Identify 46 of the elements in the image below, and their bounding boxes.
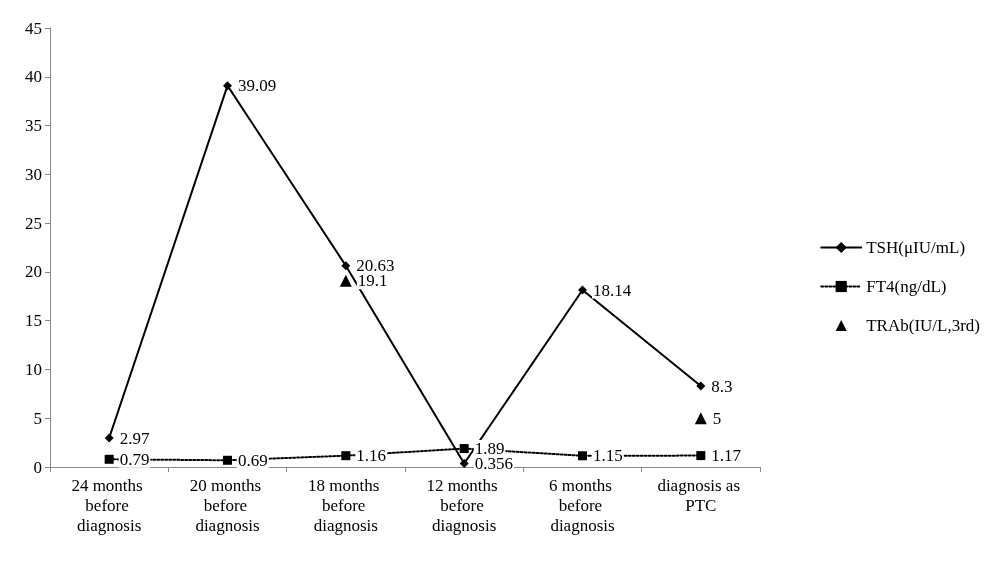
- point: [341, 451, 351, 461]
- y-tick-label: 30: [25, 164, 42, 184]
- data-label: 1.17: [711, 446, 742, 466]
- y-tick-label: 5: [33, 408, 42, 428]
- data-label: 1.16: [356, 446, 387, 466]
- data-label: 0.356: [474, 454, 513, 474]
- point: [104, 433, 114, 443]
- point: [104, 454, 114, 464]
- data-label: 18.14: [593, 280, 632, 300]
- data-label: 39.09: [238, 76, 277, 96]
- x-tick-label: 18 months before diagnosis: [308, 475, 384, 535]
- data-label: 2.97: [119, 428, 150, 448]
- data-label: 0.79: [119, 449, 150, 469]
- point: [694, 412, 707, 425]
- x-tick-label: diagnosis as PTC: [657, 475, 745, 515]
- data-label: 8.3: [711, 376, 733, 396]
- data-label: 1.15: [593, 446, 623, 466]
- point: [339, 274, 352, 287]
- point: [459, 444, 469, 454]
- legend-label: TSH(μIU/mL): [866, 238, 966, 257]
- point: [578, 285, 587, 295]
- y-tick-label: 40: [25, 67, 42, 87]
- point: [459, 459, 469, 469]
- legend-label: FT4(ng/dL): [866, 277, 947, 296]
- data-label: 19.1: [357, 271, 388, 291]
- point: [696, 451, 706, 461]
- x-tick-label: 6 months before diagnosis: [548, 475, 617, 535]
- x-tick-label: 12 months before diagnosis: [426, 475, 502, 535]
- point: [223, 81, 232, 91]
- data-label: 0.69: [238, 450, 268, 470]
- y-tick-label: 10: [25, 359, 42, 379]
- point: [578, 451, 587, 461]
- y-tick-label: 35: [25, 116, 42, 136]
- y-tick-label: 0: [33, 457, 42, 477]
- y-tick-label: 20: [25, 262, 42, 282]
- y-tick-label: 45: [25, 18, 42, 38]
- y-tick-label: 15: [25, 311, 42, 331]
- point: [696, 381, 706, 391]
- y-tick-label: 25: [25, 213, 42, 233]
- legend-label: TRAb(IU/L,3rd): [866, 316, 980, 335]
- point: [341, 261, 351, 271]
- x-tick-label: 20 months before diagnosis: [189, 475, 266, 535]
- x-tick-label: 24 months before diagnosis: [71, 475, 147, 535]
- data-label: 5: [712, 408, 722, 428]
- data-label: 1.89: [474, 439, 505, 459]
- point: [223, 455, 232, 465]
